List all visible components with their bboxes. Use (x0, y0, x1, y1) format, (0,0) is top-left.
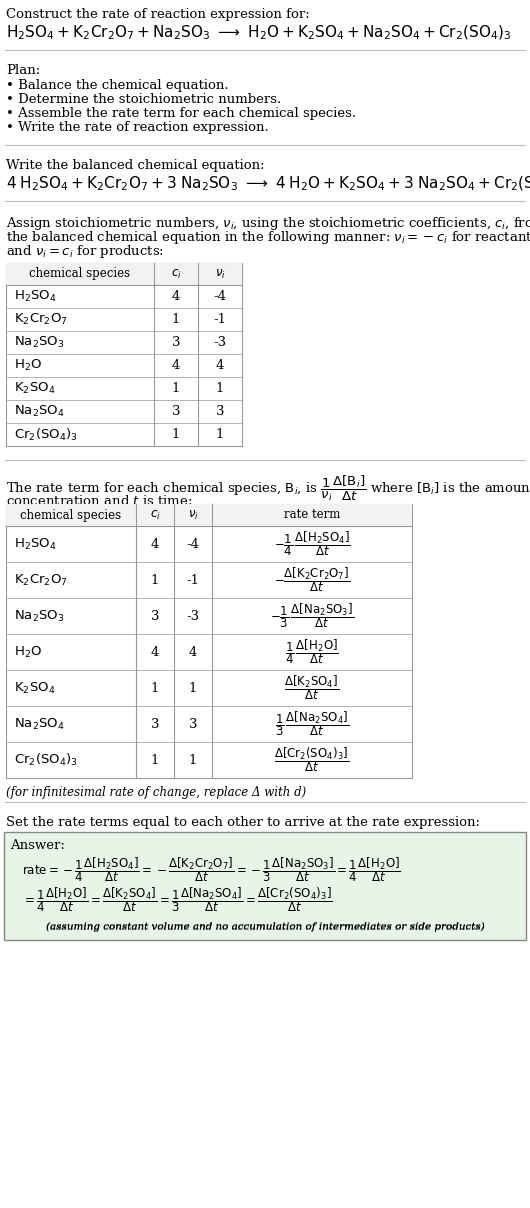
Text: -4: -4 (187, 538, 199, 551)
Text: 4: 4 (151, 645, 159, 658)
Text: • Write the rate of reaction expression.: • Write the rate of reaction expression. (6, 121, 269, 134)
Text: $c_i$: $c_i$ (149, 509, 161, 522)
Text: $\dfrac{1}{4}\,\dfrac{\Delta[\mathrm{H_2O}]}{\Delta t}$: $\dfrac{1}{4}\,\dfrac{\Delta[\mathrm{H_2… (285, 638, 339, 667)
Text: 1: 1 (151, 754, 159, 767)
Text: 1: 1 (172, 313, 180, 326)
Text: 3: 3 (151, 718, 159, 731)
Text: 3: 3 (216, 405, 224, 418)
Text: 1: 1 (151, 681, 159, 695)
Text: 3: 3 (172, 405, 180, 418)
Text: (assuming constant volume and no accumulation of intermediates or side products): (assuming constant volume and no accumul… (46, 922, 484, 931)
Text: 3: 3 (189, 718, 197, 731)
Text: $-\dfrac{1}{4}\,\dfrac{\Delta[\mathrm{H_2SO_4}]}{\Delta t}$: $-\dfrac{1}{4}\,\dfrac{\Delta[\mathrm{H_… (273, 529, 350, 558)
Text: Assign stoichiometric numbers, $\nu_i$, using the stoichiometric coefficients, $: Assign stoichiometric numbers, $\nu_i$, … (6, 215, 530, 232)
Text: $\mathrm{Na_2SO_3}$: $\mathrm{Na_2SO_3}$ (14, 609, 65, 623)
Text: (for infinitesimal rate of change, replace Δ with d): (for infinitesimal rate of change, repla… (6, 786, 306, 798)
Text: $\mathrm{K_2Cr_2O_7}$: $\mathrm{K_2Cr_2O_7}$ (14, 573, 68, 587)
Text: $\nu_i$: $\nu_i$ (215, 267, 225, 280)
Text: chemical species: chemical species (30, 267, 130, 280)
Text: Construct the rate of reaction expression for:: Construct the rate of reaction expressio… (6, 8, 310, 21)
Text: Answer:: Answer: (10, 840, 65, 852)
Bar (6, 263, 242, 446)
Text: $\mathrm{K_2Cr_2O_7}$: $\mathrm{K_2Cr_2O_7}$ (14, 312, 68, 327)
Text: 1: 1 (189, 681, 197, 695)
Text: • Assemble the rate term for each chemical species.: • Assemble the rate term for each chemic… (6, 108, 356, 120)
Text: -1: -1 (187, 574, 199, 587)
Text: the balanced chemical equation in the following manner: $\nu_i = -c_i$ for react: the balanced chemical equation in the fo… (6, 230, 530, 246)
Text: 4: 4 (216, 359, 224, 372)
Text: 4: 4 (151, 538, 159, 551)
Text: $\mathrm{Na_2SO_3}$: $\mathrm{Na_2SO_3}$ (14, 335, 65, 350)
Text: $\nu_i$: $\nu_i$ (188, 509, 198, 522)
Text: $\mathrm{H_2SO_4 + K_2Cr_2O_7 + Na_2SO_3\ \longrightarrow\ H_2O + K_2SO_4 + Na_2: $\mathrm{H_2SO_4 + K_2Cr_2O_7 + Na_2SO_3… (6, 24, 511, 42)
Text: $\dfrac{1}{3}\,\dfrac{\Delta[\mathrm{Na_2SO_4}]}{\Delta t}$: $\dfrac{1}{3}\,\dfrac{\Delta[\mathrm{Na_… (275, 709, 349, 738)
Text: $\mathrm{4\;H_2SO_4 + K_2Cr_2O_7 + 3\;Na_2SO_3\ \longrightarrow\ 4\;H_2O + K_2SO: $\mathrm{4\;H_2SO_4 + K_2Cr_2O_7 + 3\;Na… (6, 175, 530, 193)
Text: The rate term for each chemical species, $\mathrm{B}_i$, is $\dfrac{1}{\nu_i}\df: The rate term for each chemical species,… (6, 474, 530, 504)
Text: 4: 4 (172, 359, 180, 372)
Text: 1: 1 (216, 382, 224, 395)
Bar (6, 504, 412, 525)
Text: -4: -4 (214, 290, 226, 303)
Text: (assuming constant volume and no accumulation of intermediates or side products): (assuming constant volume and no accumul… (46, 923, 484, 933)
Text: $\mathrm{H_2O}$: $\mathrm{H_2O}$ (14, 358, 42, 373)
Text: 1: 1 (172, 382, 180, 395)
Text: $-\dfrac{\Delta[\mathrm{K_2Cr_2O_7}]}{\Delta t}$: $-\dfrac{\Delta[\mathrm{K_2Cr_2O_7}]}{\D… (274, 565, 350, 594)
Text: 1: 1 (172, 428, 180, 441)
Bar (4, 832, 526, 940)
Text: 4: 4 (189, 645, 197, 658)
Text: $\mathrm{H_2SO_4}$: $\mathrm{H_2SO_4}$ (14, 289, 57, 304)
Text: $\mathrm{K_2SO_4}$: $\mathrm{K_2SO_4}$ (14, 680, 55, 696)
Text: 3: 3 (172, 336, 180, 349)
Text: $\mathrm{Na_2SO_4}$: $\mathrm{Na_2SO_4}$ (14, 403, 65, 419)
Text: $\mathrm{H_2SO_4}$: $\mathrm{H_2SO_4}$ (14, 536, 57, 552)
Text: $\mathrm{Cr_2(SO_4)_3}$: $\mathrm{Cr_2(SO_4)_3}$ (14, 751, 78, 768)
Text: 1: 1 (216, 428, 224, 441)
Text: 4: 4 (172, 290, 180, 303)
Text: $c_i$: $c_i$ (171, 267, 181, 280)
Text: Set the rate terms equal to each other to arrive at the rate expression:: Set the rate terms equal to each other t… (6, 815, 480, 829)
Text: 1: 1 (189, 754, 197, 767)
Text: $\mathrm{H_2O}$: $\mathrm{H_2O}$ (14, 644, 42, 660)
Text: -3: -3 (214, 336, 226, 349)
Text: chemical species: chemical species (21, 509, 121, 522)
Text: $-\dfrac{1}{3}\,\dfrac{\Delta[\mathrm{Na_2SO_3}]}{\Delta t}$: $-\dfrac{1}{3}\,\dfrac{\Delta[\mathrm{Na… (270, 602, 354, 631)
Text: $= \dfrac{1}{4}\dfrac{\Delta[\mathrm{H_2O}]}{\Delta t} = \dfrac{\Delta[\mathrm{K: $= \dfrac{1}{4}\dfrac{\Delta[\mathrm{H_2… (22, 885, 333, 913)
Text: • Determine the stoichiometric numbers.: • Determine the stoichiometric numbers. (6, 93, 281, 106)
Text: $\mathrm{rate} = -\dfrac{1}{4}\dfrac{\Delta[\mathrm{H_2SO_4}]}{\Delta t} = -\dfr: $\mathrm{rate} = -\dfrac{1}{4}\dfrac{\De… (22, 855, 401, 884)
Text: Plan:: Plan: (6, 64, 40, 77)
Text: $\dfrac{\Delta[\mathrm{K_2SO_4}]}{\Delta t}$: $\dfrac{\Delta[\mathrm{K_2SO_4}]}{\Delta… (285, 674, 340, 702)
Text: concentration and $t$ is time:: concentration and $t$ is time: (6, 494, 192, 509)
Text: $\mathrm{K_2SO_4}$: $\mathrm{K_2SO_4}$ (14, 381, 55, 396)
Text: rate term: rate term (284, 509, 340, 522)
Text: Write the balanced chemical equation:: Write the balanced chemical equation: (6, 159, 264, 172)
Text: 1: 1 (151, 574, 159, 587)
Text: $\dfrac{\Delta[\mathrm{Cr_2(SO_4)_3}]}{\Delta t}$: $\dfrac{\Delta[\mathrm{Cr_2(SO_4)_3}]}{\… (275, 745, 350, 774)
Text: -1: -1 (214, 313, 226, 326)
Text: $\mathrm{Na_2SO_4}$: $\mathrm{Na_2SO_4}$ (14, 716, 65, 732)
Text: 3: 3 (151, 610, 159, 622)
Text: $\mathrm{Cr_2(SO_4)_3}$: $\mathrm{Cr_2(SO_4)_3}$ (14, 426, 78, 442)
Text: -3: -3 (187, 610, 200, 622)
Text: • Balance the chemical equation.: • Balance the chemical equation. (6, 79, 228, 92)
Text: and $\nu_i = c_i$ for products:: and $\nu_i = c_i$ for products: (6, 243, 164, 260)
Bar (6, 504, 412, 778)
Bar (6, 263, 242, 285)
